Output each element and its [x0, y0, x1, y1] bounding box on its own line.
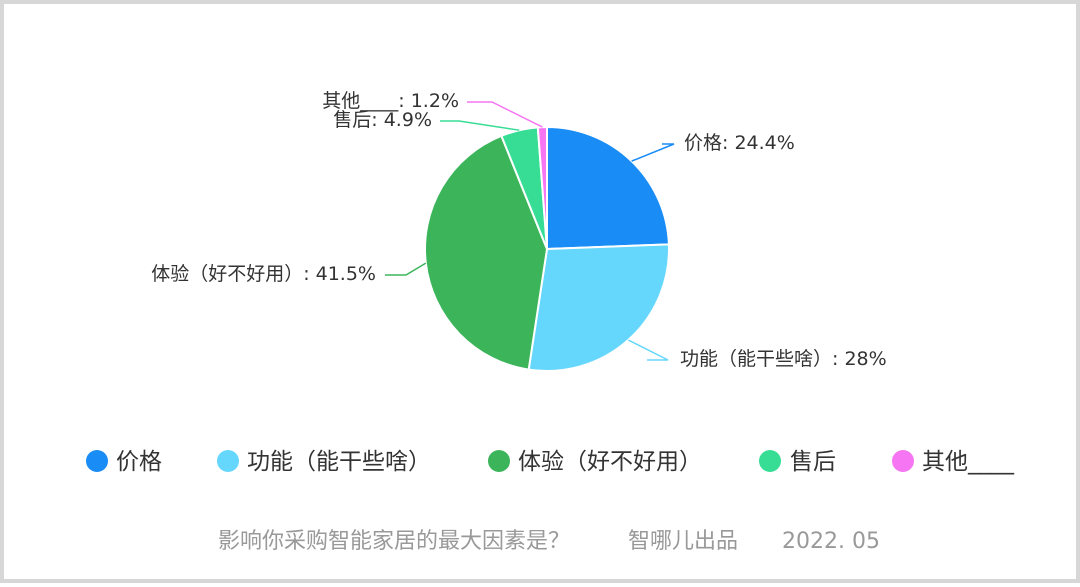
legend-item-1[interactable]: 功能（能干些啥）: [217, 449, 431, 475]
slice-label-0: 价格: 24.4%: [684, 132, 795, 154]
legend-item-0[interactable]: 价格: [86, 449, 162, 475]
legend-label-0: 价格: [116, 449, 162, 475]
footer: 影响你采购智能家居的最大因素是？ 智哪儿出品 2022. 05: [218, 529, 880, 554]
slice-label-4: 其他____: 1.2%: [322, 90, 459, 112]
legend-item-3[interactable]: 售后: [759, 449, 836, 475]
legend-item-2[interactable]: 体验（好不好用）: [488, 449, 702, 475]
legend-swatch-4: [892, 450, 914, 472]
leader-line-1: [627, 339, 669, 361]
pie-slice-0[interactable]: [546, 125, 670, 251]
legend-swatch-0: [86, 450, 108, 472]
leader-line-4: [467, 101, 543, 128]
legend-swatch-3: [759, 450, 781, 472]
leader-line-0: [631, 143, 675, 162]
pie-slice-2[interactable]: [424, 134, 549, 371]
pie-slice-1[interactable]: [527, 243, 670, 372]
legend-label-4: 其他____: [922, 449, 1015, 475]
footer-source: 智哪儿出品: [628, 529, 738, 554]
slice-label-1: 功能（能干些啥）: 28%: [680, 348, 887, 370]
leader-line-3: [440, 120, 520, 131]
pie-slice-4[interactable]: [536, 125, 548, 250]
leader-line-2: [385, 262, 427, 276]
legend-swatch-1: [217, 450, 239, 472]
legend-label-1: 功能（能干些啥）: [247, 449, 431, 475]
legend-swatch-2: [488, 450, 510, 472]
slice-label-3: 售后: 4.9%: [333, 109, 432, 131]
legend-item-4[interactable]: 其他____: [892, 449, 1015, 475]
legend-label-2: 体验（好不好用）: [518, 449, 702, 475]
slice-label-2: 体验（好不好用）: 41.5%: [151, 263, 376, 285]
footer-question: 影响你采购智能家居的最大因素是？: [218, 529, 570, 554]
footer-date: 2022. 05: [782, 529, 880, 554]
pie-chart: 价格: 24.4% 功能（能干些啥）: 28% 体验（好不好用）: 41.5% 售后:…: [86, 90, 1015, 554]
legend-label-3: 售后: [790, 449, 836, 475]
